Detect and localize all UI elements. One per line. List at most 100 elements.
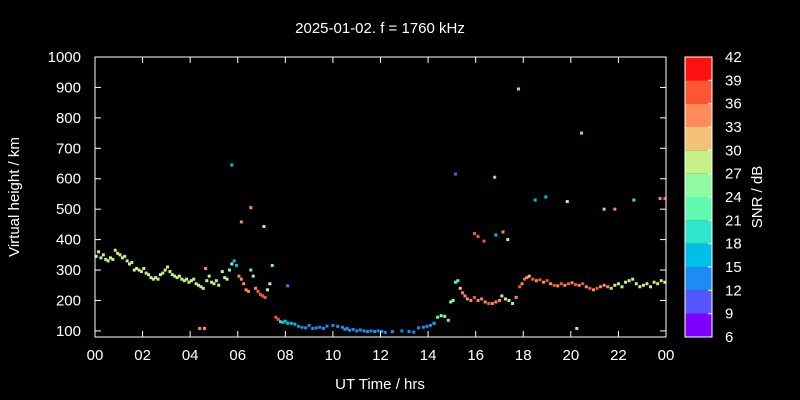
data-point [559,282,563,286]
data-point [570,281,574,285]
data-point [656,282,660,286]
data-point [156,277,160,281]
data-point [549,282,553,286]
data-point [336,324,340,328]
data-point [563,283,567,287]
data-point [94,254,98,258]
data-point [620,285,624,289]
data-point [407,330,411,334]
y-axis: 100 200 300 400 500 600 700 800 900 1000 [48,49,666,340]
data-point [627,279,631,283]
data-point [127,262,131,266]
data-point [135,267,139,271]
colorbar-segment [685,57,712,81]
colorbar-tick-label: 42 [725,49,742,66]
data-point [483,300,487,304]
colorbar-segment [685,127,712,151]
data-point [154,276,158,280]
x-tick-label: 06 [229,347,246,364]
data-point [180,277,184,281]
data-point [527,274,531,278]
data-point [602,283,606,287]
data-point [120,256,124,260]
data-point [575,326,579,330]
data-point [262,225,266,229]
colorbar-tick-label: 21 [725,212,742,229]
data-point [161,271,165,275]
colorbar-segment [685,150,712,174]
data-point [163,268,167,272]
data-point [369,329,373,333]
data-point [265,288,269,292]
data-point [451,298,455,302]
data-point [158,273,162,277]
data-point [321,326,325,330]
data-point [533,198,537,202]
x-tick-label: 00 [658,347,675,364]
data-point [204,267,208,271]
data-point [97,250,101,254]
data-point [449,300,453,304]
data-point [624,280,628,284]
data-point [106,259,110,263]
data-point [192,277,196,281]
data-point [566,282,570,286]
data-point [380,330,384,334]
data-point [237,274,241,278]
data-point [244,288,248,292]
data-point [307,323,311,327]
colorbar-segment [685,173,712,197]
data-point [641,283,645,287]
data-point [225,277,229,281]
data-point [212,282,216,286]
data-point [544,195,548,199]
data-point [645,282,649,286]
data-point [506,238,510,242]
data-point [511,302,515,306]
data-point [263,295,267,299]
data-point [595,286,599,290]
colorbar-tick-label: 18 [725,236,742,253]
data-point [606,285,610,289]
data-point [616,282,620,286]
data-point [591,288,595,292]
colorbar-tick-label: 9 [725,306,733,323]
data-point [108,256,112,260]
data-point [142,267,146,271]
colorbar-segment [685,313,712,337]
data-point [220,270,224,274]
data-point [286,321,290,325]
colorbar-segment [685,220,712,244]
data-point [514,295,518,299]
data-point [249,206,253,210]
data-point [538,278,542,282]
data-point [638,285,642,289]
data-point [104,257,108,261]
data-point [658,197,662,201]
data-point [365,330,369,334]
data-point [500,294,504,298]
data-point [270,263,274,267]
data-point [453,172,457,176]
data-point [383,330,387,334]
data-point [318,325,322,329]
data-point [463,294,467,298]
data-point [522,277,526,281]
data-point [503,297,507,301]
data-point [239,277,243,281]
colorbar-segment [685,197,712,221]
data-point [239,220,243,224]
data-point [425,324,429,328]
y-tick-label: 100 [56,323,81,340]
data-point [631,277,635,281]
data-point [602,207,606,211]
x-tick-label: 08 [277,347,294,364]
y-tick-label: 500 [56,201,81,218]
data-point [205,279,209,283]
y-tick-label: 1000 [48,49,81,66]
data-point [147,273,151,277]
data-point [358,328,362,332]
data-point [256,289,260,293]
data-point [168,270,172,274]
